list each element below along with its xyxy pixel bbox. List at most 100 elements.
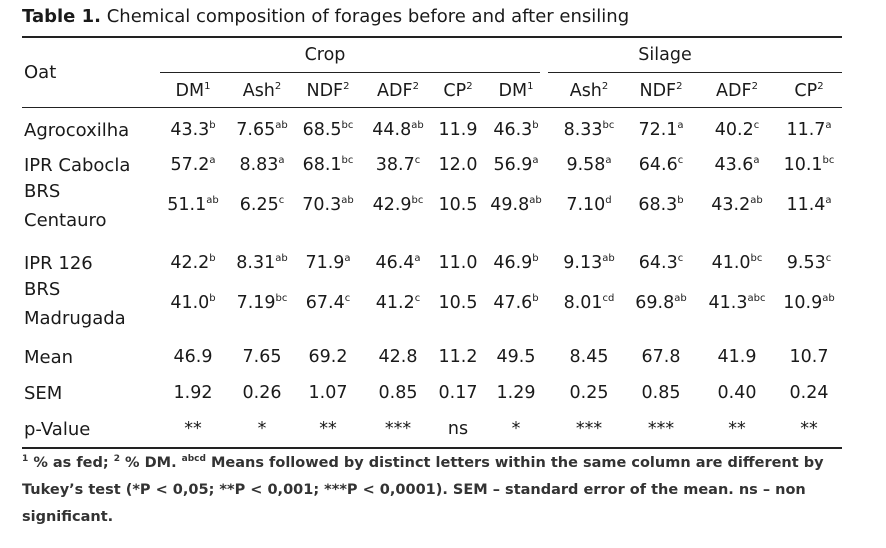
column-header-value: NDF <box>639 81 677 101</box>
table-cell-value: 7.65 <box>236 120 276 140</box>
title-text: Chemical composition of forages before a… <box>106 6 630 27</box>
column-header: CP2 <box>443 81 472 101</box>
row-label: Centauro <box>24 210 107 231</box>
table-cell-value: 0.26 <box>242 383 282 403</box>
column-header-superscript: 2 <box>817 81 824 92</box>
column-header-value: DM <box>175 81 205 101</box>
table-cell-value: 1.29 <box>496 383 536 403</box>
footnote-text: Means followed by distinct letters withi… <box>22 455 824 525</box>
table-cell-value: 64.3 <box>638 253 678 273</box>
table-cell: 43.2ab <box>711 195 762 215</box>
table-cell-value: 42.8 <box>378 347 418 367</box>
table-cell: 42.8 <box>379 347 418 367</box>
table-cell-value: 71.9 <box>305 253 345 273</box>
table-cell-superscript: a <box>825 120 832 131</box>
table-cell-value: 8.33 <box>563 120 603 140</box>
table-cell: 46.3b <box>493 120 538 140</box>
column-header-superscript: 1 <box>204 81 211 92</box>
table-cell-superscript: b <box>532 253 539 264</box>
table-cell: ** <box>800 419 818 439</box>
table-cell-superscript: ab <box>529 195 542 206</box>
column-header: DM1 <box>499 81 534 101</box>
table-cell: 8.83a <box>239 155 284 175</box>
table-cell: 64.6c <box>639 155 683 175</box>
table-cell: 0.25 <box>570 383 609 403</box>
corner-label: Oat <box>24 62 57 83</box>
table-cell: 57.2a <box>170 155 215 175</box>
column-header: Ash2 <box>570 81 609 101</box>
table-cell: 64.3c <box>639 253 683 273</box>
table-cell: 41.3abc <box>709 293 766 313</box>
table-cell-value: 8.45 <box>569 347 609 367</box>
table-cell-value: 44.8 <box>372 120 412 140</box>
table-cell-value: 68.3 <box>638 195 678 215</box>
table-cell-superscript: ab <box>411 120 424 131</box>
table-cell: 69.8ab <box>635 293 686 313</box>
table-cell: 49.5 <box>497 347 536 367</box>
table-cell: 1.92 <box>174 383 213 403</box>
table-cell-value: 6.25 <box>239 195 279 215</box>
table-cell: 0.40 <box>718 383 757 403</box>
table-cell: 10.7 <box>790 347 829 367</box>
table-cell-superscript: c <box>753 120 760 131</box>
table-cell-value: 41.0 <box>170 293 210 313</box>
table-cell-value: ** <box>319 419 337 439</box>
table-cell: 1.07 <box>309 383 348 403</box>
table-cell-value: 7.65 <box>242 347 282 367</box>
table-cell-value: 49.5 <box>496 347 536 367</box>
table-cell: 41.0b <box>170 293 215 313</box>
table-cell: 41.9 <box>718 347 757 367</box>
table-cell: 43.6a <box>714 155 759 175</box>
table-cell-value: 11.4 <box>786 195 826 215</box>
table-cell-superscript: bc <box>822 155 835 166</box>
table-title: Table 1. Chemical composition of forages… <box>22 6 629 27</box>
table-cell-value: ns <box>447 419 469 439</box>
table-cell-superscript: b <box>209 253 216 264</box>
column-header: NDF2 <box>306 81 349 101</box>
table-cell-value: ** <box>800 419 818 439</box>
title-label: Table 1. <box>22 6 101 27</box>
column-header-superscript: 2 <box>343 81 350 92</box>
row-label: IPR Cabocla <box>24 155 131 176</box>
table-cell-value: 41.3 <box>708 293 748 313</box>
table-cell-value: 43.2 <box>711 195 751 215</box>
table-cell: 0.26 <box>243 383 282 403</box>
table-cell-value: 49.8 <box>490 195 530 215</box>
group-header: Silage <box>638 45 692 65</box>
row-label: BRS <box>24 181 61 202</box>
column-header-value: DM <box>498 81 528 101</box>
column-header-superscript: 2 <box>412 81 419 92</box>
table-cell: 11.4a <box>786 195 831 215</box>
table-cell: 11.0 <box>439 253 478 273</box>
table-cell-value: 64.6 <box>638 155 678 175</box>
row-label: p-Value <box>24 419 91 440</box>
row-label: IPR 126 <box>24 253 93 274</box>
column-header-superscript: 2 <box>274 81 282 92</box>
table-cell-value: 38.7 <box>375 155 415 175</box>
table-cell-superscript: bc <box>750 253 763 264</box>
table-cell-superscript: bc <box>341 120 354 131</box>
table-cell: 9.58a <box>566 155 611 175</box>
table-cell-value: 11.2 <box>438 347 478 367</box>
table-cell: 8.31ab <box>236 253 287 273</box>
table-cell: 11.9 <box>439 120 478 140</box>
table-cell-value: 9.13 <box>563 253 603 273</box>
table-cell: 43.3b <box>170 120 215 140</box>
table-cell: 46.4a <box>375 253 420 273</box>
table-cell: 10.5 <box>439 195 478 215</box>
column-header: DM1 <box>176 81 211 101</box>
table-cell-value: 41.0 <box>711 253 751 273</box>
footnote-sup: abcd <box>181 454 206 464</box>
row-label: SEM <box>24 383 63 404</box>
table-cell-value: 42.9 <box>372 195 412 215</box>
group-rule <box>160 72 540 73</box>
table-cell: 10.9ab <box>783 293 834 313</box>
table-cell-value: 8.31 <box>236 253 276 273</box>
row-label: Mean <box>24 347 74 368</box>
table-cell: 56.9a <box>493 155 538 175</box>
table-cell: *** <box>385 419 411 439</box>
table-cell-value: 69.2 <box>308 347 348 367</box>
table-cell-value: 46.9 <box>173 347 213 367</box>
table-cell-value: * <box>257 419 267 439</box>
table-cell-superscript: bc <box>602 120 615 131</box>
